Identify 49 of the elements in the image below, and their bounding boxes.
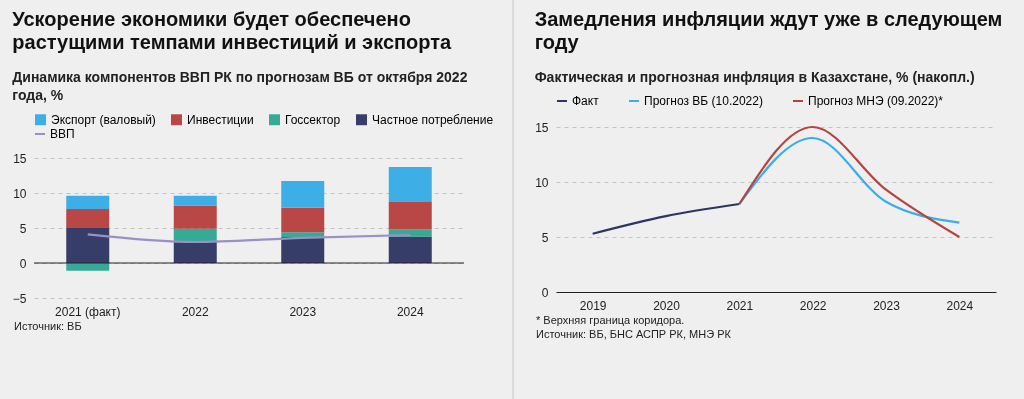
text: Источник: ВБ xyxy=(14,319,83,333)
y-tick-label: 5 xyxy=(541,230,549,245)
y-tick-label: −5 xyxy=(12,291,27,306)
bar xyxy=(173,205,217,229)
bar xyxy=(388,202,432,230)
legend-label: Прогноз МНЭ (09.2022)* xyxy=(808,94,944,108)
bar xyxy=(388,167,432,203)
bar xyxy=(66,227,110,263)
bar xyxy=(281,207,325,233)
y-tick-label: 5 xyxy=(19,221,27,236)
y-tick-label: 0 xyxy=(541,285,549,300)
x-tick-label: 2024 xyxy=(946,298,974,313)
x-tick-label: 2021 (факт) xyxy=(55,304,121,319)
legend-label: Частное потребление xyxy=(372,112,494,127)
x-tick-label: 2024 xyxy=(396,304,424,319)
line-series xyxy=(738,125,961,239)
chart-title: Ускорение экономики будет обеспечено растущими темпами инвестиций и экспорта xyxy=(12,8,453,53)
chart-subtitle: Фактическая и прогнозная инфляция в Казахстане, % (накопл.) xyxy=(534,69,975,85)
y-tick-label: 0 xyxy=(19,256,27,271)
text: * Верхняя граница коридора. xyxy=(536,313,686,327)
bar xyxy=(281,181,325,208)
legend-label: ВВП xyxy=(50,127,75,141)
bar xyxy=(66,209,110,228)
y-tick-label: 10 xyxy=(13,186,27,201)
legend-label: Прогноз ВБ (10.2022) xyxy=(644,94,763,108)
x-tick-label: 2022 xyxy=(181,304,209,319)
legend-label: Экспорт (валовый) xyxy=(51,112,156,127)
bar xyxy=(173,228,217,242)
y-tick-label: 10 xyxy=(535,175,549,190)
bar xyxy=(173,242,217,263)
bar xyxy=(281,232,325,238)
x-tick-label: 2023 xyxy=(289,304,317,319)
legend-label: Госсектор xyxy=(285,112,341,127)
x-tick-label: 2023 xyxy=(873,298,901,313)
bar xyxy=(66,195,110,210)
legend-label: Факт xyxy=(572,94,600,108)
chart-title: Замедления инфляции ждут уже в следующем году xyxy=(534,8,1003,53)
line-series xyxy=(86,233,412,244)
legend-label: Инвестиции xyxy=(187,112,254,127)
y-tick-label: 15 xyxy=(535,120,549,135)
x-tick-label: 2020 xyxy=(653,298,681,313)
bar xyxy=(388,236,432,263)
y-tick-label: 15 xyxy=(13,151,27,166)
x-tick-label: 2019 xyxy=(579,298,607,313)
chart-subtitle: Динамика компонентов ВВП РК по прогнозам ВБ от октября 2022 года, % xyxy=(12,69,468,103)
text: Источник: ВБ, БНС АСПР РК, МНЭ РК xyxy=(536,327,732,341)
x-tick-label: 2021 xyxy=(726,298,754,313)
bar xyxy=(173,195,217,206)
x-tick-label: 2022 xyxy=(799,298,827,313)
